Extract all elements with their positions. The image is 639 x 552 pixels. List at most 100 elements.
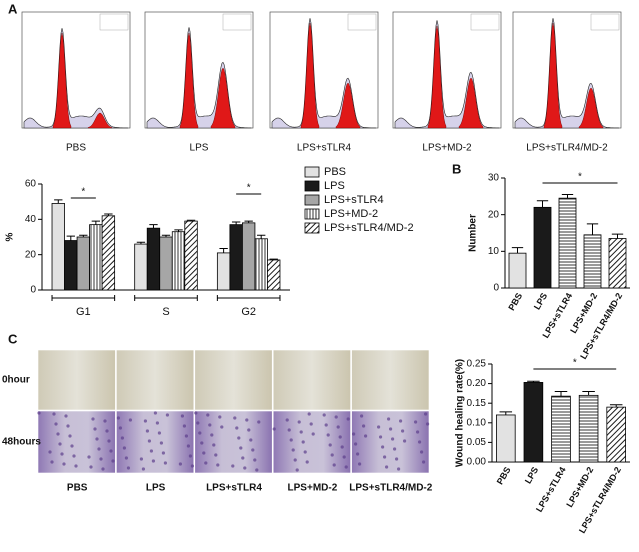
histogram-peak [300,22,320,129]
image-column-label: LPS+sTLR4 [206,483,262,494]
cell [155,421,159,425]
wound-image-48h [351,410,430,474]
bar [51,203,65,291]
cell [116,416,120,420]
cell [285,418,289,422]
cell [393,447,397,451]
error-bar [186,219,196,222]
x-tick-label: PBS [506,291,524,312]
cell [245,418,249,422]
cell [358,462,362,466]
x-tick-label: S [162,306,169,318]
cell [251,448,255,452]
histogram-legend-box [347,13,377,31]
bar [533,206,552,289]
cell [48,450,52,454]
cell [309,422,313,426]
bar [608,238,627,289]
cell [214,453,218,457]
cell [56,432,60,436]
error-bar [257,234,266,239]
histogram-label: PBS [66,143,86,154]
image-column-label: LPS+sTLR4/MD-2 [349,483,433,494]
cell [241,456,245,460]
bar [578,394,599,463]
cell [210,433,214,437]
bar [89,224,103,291]
histogram-peak [335,82,361,129]
cell [253,458,257,462]
bar [508,252,527,289]
y-tick-label: 60 [25,179,37,190]
panel-label: C [8,331,18,346]
panel-label: A [8,1,18,16]
cell [194,411,198,415]
cell [62,462,66,466]
y-axis-label: % [5,232,16,241]
panel-label: B [452,161,461,176]
cell [153,411,157,415]
legend-label: LPS [324,180,345,192]
histogram-label: LPS+sTLR4 [297,143,352,154]
cell [385,465,389,469]
histogram-peak [87,112,113,129]
cell [163,461,167,465]
cell [381,445,385,449]
cell [37,411,41,415]
error-bar [54,199,63,204]
error-bar [611,233,624,239]
cell [297,420,301,424]
bar [254,238,268,291]
bar [496,414,516,463]
histogram-peak [458,77,484,129]
x-tick-label: LPS+MD-2 [564,465,595,509]
cell [330,453,334,457]
cell [291,448,295,452]
histogram-legend-box [590,13,620,31]
y-axis-label: Number [468,214,479,252]
cell [118,426,122,430]
cell [101,467,105,471]
error-bar [91,220,101,225]
cell [66,424,70,428]
image-column-label: LPS [146,483,166,494]
error-bar [161,234,171,237]
cell [103,419,107,423]
y-tick-label: 0.25 [467,359,487,370]
cell [237,436,241,440]
cell [414,420,418,424]
error-bar [511,247,524,254]
category-bracket [216,295,281,301]
cell [395,457,399,461]
cell [159,441,163,445]
cell [91,417,95,421]
cell [212,443,216,447]
cell [74,464,78,468]
cell [204,461,208,465]
cell [426,422,430,426]
legend-swatch [304,194,320,206]
error-bar [499,411,513,415]
cell [147,439,151,443]
bar [267,259,281,291]
legend-swatch [304,180,320,192]
significance-label: * [578,172,582,183]
y-tick-label: 20 [488,209,500,220]
cell [249,438,253,442]
bar [184,220,198,291]
wound-image-48h [116,410,195,474]
cell [141,467,145,471]
cell [184,434,188,438]
cell [338,435,342,439]
histogram-area [514,18,620,129]
cell [247,428,251,432]
cell [143,419,147,423]
cell [161,451,165,455]
cell [235,426,239,430]
cell [186,444,190,448]
cell [182,424,186,428]
cell [420,450,424,454]
histogram-area [146,27,252,129]
category-bracket [51,295,116,301]
cell [342,455,346,459]
